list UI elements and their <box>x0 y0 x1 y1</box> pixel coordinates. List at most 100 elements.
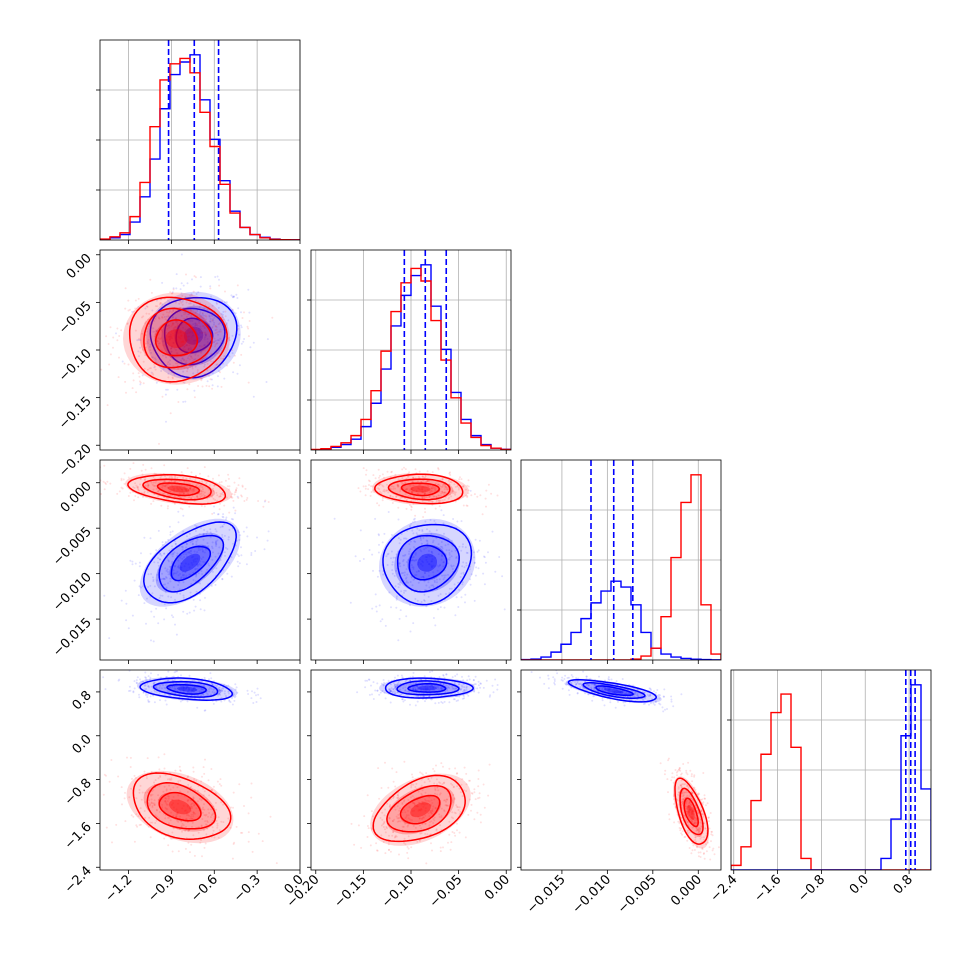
contour-line-0-2 <box>166 683 207 695</box>
panel-frame <box>310 669 512 871</box>
density-fill-1-3 <box>167 485 190 493</box>
y-tick-label: −0.10 <box>56 346 95 385</box>
contour-line-0-2 <box>407 682 447 693</box>
panel-row2-col1: 0.00 −0.05 −0.10 −0.15 −0.20 <box>56 249 301 480</box>
density-fill-0-3 <box>603 688 624 694</box>
panel-frame <box>99 459 301 661</box>
contour-line-1-2 <box>156 482 201 497</box>
histogram-series-0 <box>731 693 931 870</box>
x-tick-label: −0.015 <box>524 872 569 917</box>
contour-line-0-0 <box>384 677 474 699</box>
density-fill-1-0 <box>123 292 230 385</box>
contour-line-1-0 <box>128 296 228 383</box>
y-tick-label: −0.15 <box>56 394 95 433</box>
panel-frame <box>520 459 722 661</box>
contour-line-1-1 <box>146 782 217 830</box>
density-fill-0-3 <box>179 553 201 572</box>
panel-frame <box>99 39 301 241</box>
x-tick-label: 0.00 <box>482 872 513 903</box>
contour-line-0-1 <box>158 534 225 593</box>
density-fill-0-2 <box>169 544 211 581</box>
contour-line-0-1 <box>396 680 460 696</box>
grid <box>311 250 511 450</box>
y-tick-label: −0.015 <box>50 615 95 660</box>
panel-frame <box>730 669 932 871</box>
density-fill-1-3 <box>165 329 188 348</box>
x-tick-label: −0.010 <box>570 872 615 917</box>
contour-line-0-1 <box>163 307 226 366</box>
histogram-series-0 <box>521 580 721 660</box>
y-tick-label: 0.0 <box>70 732 95 757</box>
panel-frame <box>99 669 301 871</box>
tick-labels: −0.20 −0.15 −0.10 −0.05 0.00 <box>284 872 513 911</box>
contour-line-1-2 <box>158 791 202 822</box>
density-fill-0-0 <box>379 518 476 607</box>
contour-line-1-2 <box>400 482 440 497</box>
density-fill-1-0 <box>370 773 471 846</box>
y-tick-label: −0.8 <box>62 776 95 809</box>
x-tick-label: −0.3 <box>231 872 264 905</box>
panel-row4-col4: −2.4 −1.6 −0.8 0.0 0.8 <box>708 669 932 905</box>
contour-line-0-0 <box>149 296 238 379</box>
density-fill-0-2 <box>407 683 447 693</box>
x-tick-label: 0.8 <box>891 872 916 897</box>
x-tick-label: −1.2 <box>102 872 135 905</box>
density-fill-0-2 <box>594 685 634 696</box>
contour-line-0-1 <box>582 682 646 699</box>
panel-row4-col2: −0.20 −0.15 −0.10 −0.05 0.00 <box>284 669 513 911</box>
panel-row3-col2 <box>307 459 512 664</box>
contour-line-1-1 <box>387 478 451 501</box>
density-fill-1-2 <box>154 319 199 358</box>
density-fill-1-0 <box>372 473 469 506</box>
panel-frame <box>99 249 301 451</box>
density-fill-1-1 <box>387 478 454 500</box>
density-fill-1-2 <box>400 482 441 496</box>
contour-line-0-0 <box>382 523 473 606</box>
density-fill-0-1 <box>161 305 226 366</box>
y-tick-label: −0.20 <box>56 441 95 480</box>
x-tick-label: −1.6 <box>751 872 784 905</box>
density-fill-0-3 <box>417 553 437 572</box>
panel-row3-col3 <box>517 459 722 664</box>
density-fill-1-3 <box>410 802 431 818</box>
grid <box>731 670 931 870</box>
density-fill-0-0 <box>565 678 662 703</box>
x-tick-label: −2.4 <box>708 872 741 905</box>
contour-line-0-2 <box>595 685 634 697</box>
y-tick-label: 0.000 <box>58 479 95 516</box>
contour-line-1-0 <box>132 772 232 841</box>
density-fill-1-3 <box>687 805 695 820</box>
contour-line-1-2 <box>683 797 699 828</box>
tick-labels: 0.00 −0.05 −0.10 −0.15 −0.20 <box>56 251 95 480</box>
density-fill-1-2 <box>158 792 202 822</box>
contour-line-1-0 <box>127 473 227 505</box>
tick-labels: 0.000 −0.005−0.010−0.015 <box>50 479 95 660</box>
grid <box>521 460 721 660</box>
panel-row4-col1: −1.2 −0.9 −0.6 −0.3 0.00.80.0−0.8−1.6−2.4 <box>62 669 307 905</box>
contour-line-1-1 <box>142 478 212 501</box>
contour-line-1-2 <box>399 794 441 825</box>
panel-frame <box>310 249 512 451</box>
x-tick-label: −0.005 <box>615 872 660 917</box>
density-fill-1-2 <box>683 797 699 828</box>
panel-row3-col1: 0.000 −0.005−0.010−0.015 <box>50 459 301 664</box>
contour-line-1-1 <box>679 787 704 836</box>
contour-line-0-0 <box>567 679 657 703</box>
contour-line-1-1 <box>143 307 213 369</box>
contour-line-1-1 <box>386 784 452 833</box>
panel-row1-col1 <box>96 39 301 244</box>
panel-frame <box>520 669 722 871</box>
y-tick-label: 0.8 <box>70 688 95 713</box>
tick-labels: −0.015 −0.010 −0.005 0.000 <box>524 872 705 917</box>
contour-line-1-0 <box>674 777 709 845</box>
x-tick-label: −0.9 <box>145 872 178 905</box>
contour-line-1-0 <box>372 774 466 843</box>
density-fill-0-2 <box>407 544 447 581</box>
y-tick-label: −1.6 <box>62 820 95 853</box>
panel-frame <box>310 459 512 661</box>
contour-line-0-1 <box>152 680 219 698</box>
histogram-series-1 <box>100 57 300 240</box>
contour-line-1-0 <box>374 473 464 505</box>
y-tick-label: 0.00 <box>64 251 95 282</box>
